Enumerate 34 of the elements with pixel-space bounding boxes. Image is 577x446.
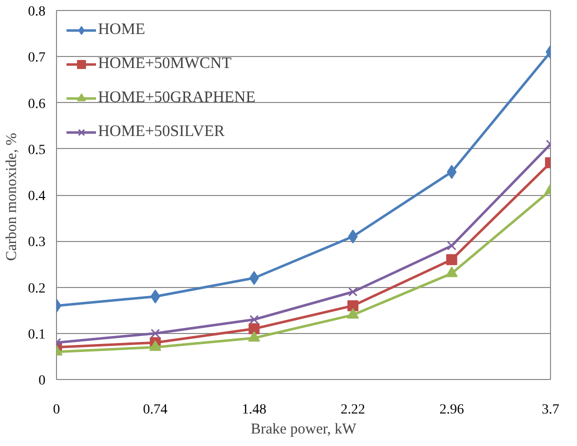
x-tick-label: 1.48 [242,402,266,418]
point [447,241,456,250]
legend-label: HOME+50SILVER [98,123,225,141]
x-axis-title: Brake power, kW [250,422,358,438]
y-tick-label: 0.8 [28,4,46,20]
x-tick-label: 0.74 [143,402,168,418]
y-tick-label: 0.3 [28,235,46,250]
point [149,340,162,351]
y-tick-label: 0 [38,374,46,388]
y-tick-label: 0.1 [28,327,46,342]
legend-label: HOME+50MWCNT [98,55,232,73]
y-axis-title: Carbon monoxide, % [4,132,20,261]
point [446,266,458,278]
x-tick-label: 3.7 [542,402,560,418]
point [446,164,457,179]
x-tick-label: 2.96 [439,402,464,418]
point [346,308,359,319]
y-tick-label: 0.5 [28,142,46,158]
y-tick-label: 0.7 [28,50,46,66]
y-tick-label: 0.6 [28,96,46,112]
legend-label: HOME [98,21,146,39]
point [150,289,160,304]
y-tick-label: 0.2 [28,281,46,296]
point [347,300,358,312]
x-tick-label: 2.22 [340,402,366,418]
point [248,323,260,334]
y-tick-label: 0.4 [28,189,46,204]
point [248,331,260,342]
point [446,254,458,266]
x-tick-label: 0 [53,402,60,418]
legend-label: HOME+50GRAPHENE [98,89,256,107]
point [249,314,259,324]
point [348,287,358,296]
point [150,328,160,338]
